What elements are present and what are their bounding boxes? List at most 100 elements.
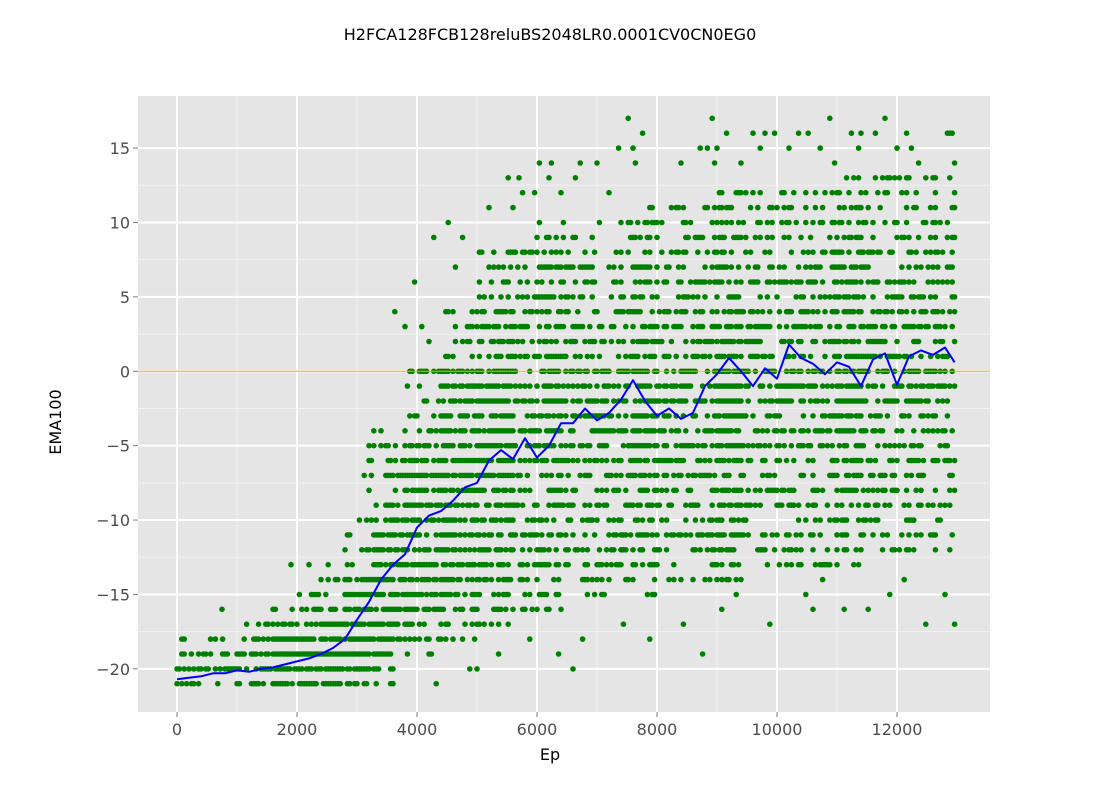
score-point — [687, 532, 694, 538]
score-point — [447, 428, 454, 434]
score-point — [877, 249, 883, 255]
score-point — [819, 383, 826, 389]
score-point — [939, 308, 946, 315]
score-point — [735, 219, 742, 226]
score-point — [546, 547, 552, 553]
score-point — [817, 145, 823, 151]
score-point — [337, 680, 344, 687]
score-point — [800, 294, 807, 300]
score-point — [548, 338, 555, 345]
score-point — [495, 383, 502, 389]
score-point — [347, 636, 353, 642]
score-point — [390, 576, 396, 583]
score-point — [757, 487, 763, 494]
score-point — [219, 606, 225, 613]
score-point — [800, 413, 807, 419]
score-point — [510, 338, 516, 345]
score-point — [459, 383, 466, 389]
score-point — [351, 591, 358, 598]
score-point — [935, 249, 941, 255]
score-point — [380, 532, 387, 538]
score-point — [491, 591, 497, 598]
score-point — [860, 442, 867, 449]
score-point — [450, 308, 456, 315]
score-point — [923, 249, 929, 255]
score-point — [623, 353, 629, 360]
score-point — [251, 651, 257, 657]
score-point — [827, 428, 833, 434]
score-point — [848, 457, 855, 464]
score-point — [651, 323, 658, 330]
score-point — [584, 279, 591, 285]
score-point — [776, 442, 783, 449]
x-tick-label: 10000 — [752, 720, 803, 739]
score-point — [774, 532, 780, 538]
score-point — [863, 517, 869, 523]
score-point — [841, 532, 847, 538]
score-point — [762, 457, 768, 464]
score-point — [781, 547, 787, 553]
score-point — [925, 398, 931, 404]
score-point — [867, 413, 874, 419]
score-point — [889, 308, 895, 315]
score-point — [723, 487, 730, 494]
score-point — [875, 189, 881, 196]
score-point — [663, 517, 670, 523]
score-point — [284, 666, 291, 672]
score-point — [565, 547, 571, 553]
score-point — [320, 621, 327, 627]
score-point — [491, 249, 497, 255]
score-point — [791, 502, 797, 509]
score-point — [452, 457, 459, 464]
score-point — [678, 279, 684, 285]
score-point — [519, 189, 526, 196]
score-point — [937, 517, 943, 523]
score-point — [284, 636, 291, 642]
score-point — [702, 294, 708, 300]
score-point — [687, 383, 694, 389]
score-point — [865, 606, 871, 613]
score-point — [459, 457, 466, 464]
score-point — [390, 502, 396, 509]
score-point — [495, 487, 502, 494]
score-point — [452, 398, 459, 404]
score-point — [858, 234, 864, 241]
score-point — [870, 308, 876, 315]
score-point — [719, 189, 725, 196]
score-point — [735, 561, 742, 568]
score-point — [599, 457, 605, 464]
score-point — [891, 442, 898, 449]
score-point — [548, 160, 555, 166]
score-point — [618, 472, 624, 479]
score-point — [632, 472, 639, 479]
score-point — [769, 353, 775, 360]
score-point — [613, 249, 619, 255]
score-point — [315, 666, 322, 672]
score-point — [265, 621, 272, 627]
score-point — [834, 249, 840, 255]
score-point — [704, 413, 711, 419]
score-point — [579, 517, 586, 523]
score-point — [255, 636, 262, 642]
score-point — [740, 219, 747, 226]
score-point — [608, 338, 615, 345]
score-point — [947, 308, 953, 315]
score-point — [738, 576, 744, 583]
score-point — [303, 606, 310, 613]
score-point — [517, 487, 523, 494]
score-point — [630, 338, 636, 345]
score-point — [531, 413, 538, 419]
score-point — [951, 204, 958, 211]
score-point — [467, 442, 473, 449]
score-point — [719, 234, 725, 241]
score-point — [399, 532, 406, 538]
score-point — [769, 204, 775, 211]
score-point — [476, 338, 483, 345]
score-point — [755, 204, 761, 211]
score-point — [534, 249, 540, 255]
score-point — [815, 398, 821, 404]
score-point — [457, 517, 464, 523]
score-point — [791, 487, 797, 494]
score-point — [678, 532, 684, 538]
